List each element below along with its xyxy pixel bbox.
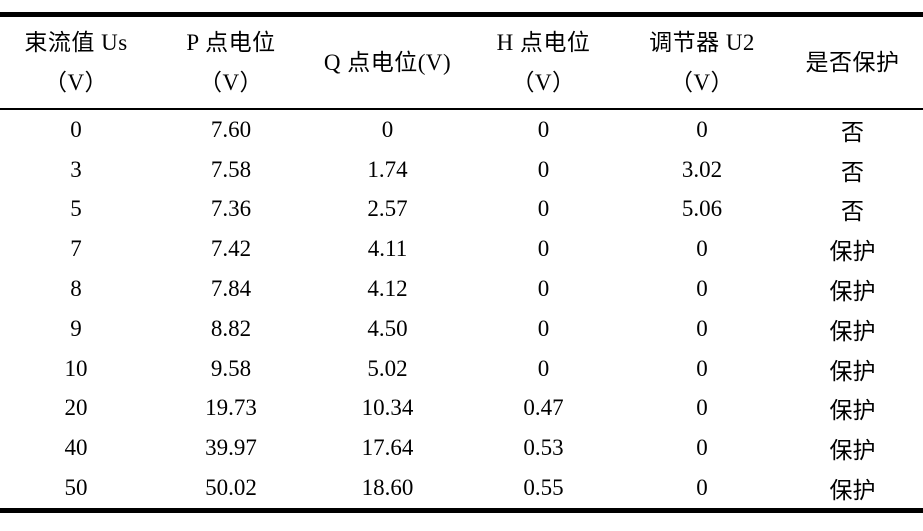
- cell-p: 39.97: [205, 435, 257, 461]
- cell-h: 0: [537, 315, 550, 341]
- table-row: 40 39.97 17.64 0.53 0 保护: [0, 428, 923, 468]
- cell-h: 0.53: [523, 435, 564, 461]
- column-header-line: （V）: [198, 69, 264, 95]
- table-row: 9 8.82 4.50 0 0 保护: [0, 309, 923, 349]
- cell-us: 0: [70, 116, 82, 142]
- column-header-line: （V）: [511, 69, 576, 95]
- cell-us: 5: [70, 196, 82, 222]
- cell-q: 17.64: [361, 435, 414, 461]
- cell-p: 7.60: [210, 116, 252, 142]
- column-header-line: H 点电位: [496, 29, 591, 55]
- table-row: 10 9.58 5.02 0 0 保护: [0, 349, 923, 389]
- cell-protect: 保护: [829, 438, 876, 464]
- cell-q: 4.12: [367, 276, 408, 302]
- cell-p: 7.42: [210, 236, 252, 262]
- cell-us: 8: [70, 276, 82, 302]
- cell-p: 8.82: [210, 315, 252, 341]
- table-row: 5 7.36 2.57 0 5.06 否: [0, 190, 923, 230]
- cell-p: 7.58: [210, 156, 252, 182]
- cell-protect: 否: [841, 119, 864, 145]
- cell-q: 4.50: [367, 315, 408, 341]
- table-row: 20 19.73 10.34 0.47 0 保护: [0, 389, 923, 429]
- cell-h: 0: [537, 236, 550, 262]
- table-row: 7 7.42 4.11 0 0 保护: [0, 229, 923, 269]
- cell-protect: 保护: [829, 279, 876, 305]
- cell-us: 9: [70, 315, 82, 341]
- table-row: 0 7.60 0 0 0 否: [0, 109, 923, 150]
- cell-protect: 保护: [829, 398, 876, 424]
- cell-us: 10: [64, 355, 88, 381]
- cell-protect: 保护: [829, 358, 876, 384]
- cell-p: 7.84: [210, 276, 252, 302]
- cell-h: 0: [537, 156, 550, 182]
- cell-u2: 0: [696, 315, 708, 341]
- cell-q: 1.74: [367, 156, 408, 182]
- cell-u2: 0: [696, 236, 708, 262]
- column-header-p: P 点电位 （V）: [152, 15, 310, 110]
- table-row: 3 7.58 1.74 0 3.02 否: [0, 150, 923, 190]
- cell-h: 0: [537, 276, 550, 302]
- cell-u2: 0: [696, 395, 708, 421]
- cell-u2: 0: [696, 116, 708, 142]
- cell-p: 19.73: [205, 395, 257, 421]
- table-row: 8 7.84 4.12 0 0 保护: [0, 269, 923, 309]
- cell-h: 0: [537, 355, 550, 381]
- column-header-q: Q 点电位(V): [310, 15, 465, 110]
- column-header-line: 是否保护: [805, 49, 900, 75]
- cell-q: 2.57: [367, 196, 408, 222]
- cell-q: 4.11: [367, 236, 408, 262]
- column-header-h: H 点电位 （V）: [465, 15, 622, 110]
- cell-p: 9.58: [210, 355, 252, 381]
- cell-q: 5.02: [367, 355, 408, 381]
- column-header-line: （V）: [669, 69, 735, 95]
- column-header-line: （V）: [43, 69, 109, 95]
- column-header-u2: 调节器 U2 （V）: [622, 15, 782, 110]
- cell-u2: 0: [696, 435, 708, 461]
- table-row: 50 50.02 18.60 0.55 0 保护: [0, 468, 923, 510]
- cell-us: 20: [64, 395, 88, 421]
- cell-us: 40: [64, 435, 88, 461]
- cell-h: 0.55: [523, 475, 564, 501]
- table-header: 束流值 Us （V） P 点电位 （V） Q 点电位(V) H 点电位 （V） 调节器 U2 （…: [0, 15, 923, 110]
- column-header-protect: 是否保护: [782, 15, 923, 110]
- header-row: 束流值 Us （V） P 点电位 （V） Q 点电位(V) H 点电位 （V） 调节器 U2 （…: [0, 15, 923, 110]
- cell-protect: 保护: [829, 478, 876, 504]
- cell-q: 0: [381, 116, 394, 142]
- data-table: 束流值 Us （V） P 点电位 （V） Q 点电位(V) H 点电位 （V） 调节器 U2 （…: [0, 12, 923, 513]
- cell-u2: 0: [696, 276, 708, 302]
- cell-p: 50.02: [205, 475, 257, 501]
- cell-u2: 3.02: [681, 156, 723, 182]
- cell-us: 50: [64, 475, 88, 501]
- table-body: 0 7.60 0 0 0 否 3 7.58 1.74 0 3.02 否 5 7.36 2.57 0 5.06 否 7…: [0, 109, 923, 510]
- cell-h: 0: [537, 196, 550, 222]
- cell-p: 7.36: [210, 196, 252, 222]
- column-header-line: 束流值 Us: [24, 29, 128, 55]
- page: 束流值 Us （V） P 点电位 （V） Q 点电位(V) H 点电位 （V） 调节器 U2 （…: [0, 12, 923, 513]
- cell-protect: 保护: [829, 318, 876, 344]
- cell-u2: 5.06: [681, 196, 723, 222]
- cell-q: 18.60: [361, 475, 414, 501]
- cell-h: 0.47: [523, 395, 564, 421]
- cell-h: 0: [537, 116, 550, 142]
- cell-protect: 否: [841, 159, 864, 185]
- column-header-line: 调节器 U2: [649, 29, 755, 55]
- cell-us: 3: [70, 156, 82, 182]
- cell-u2: 0: [696, 475, 708, 501]
- cell-q: 10.34: [361, 395, 414, 421]
- cell-u2: 0: [696, 355, 708, 381]
- cell-protect: 保护: [829, 239, 876, 265]
- column-header-line: P 点电位: [186, 29, 276, 55]
- cell-us: 7: [70, 236, 82, 262]
- column-header-line: Q 点电位(V): [323, 49, 452, 75]
- cell-protect: 否: [841, 199, 864, 225]
- column-header-us: 束流值 Us （V）: [0, 15, 152, 110]
